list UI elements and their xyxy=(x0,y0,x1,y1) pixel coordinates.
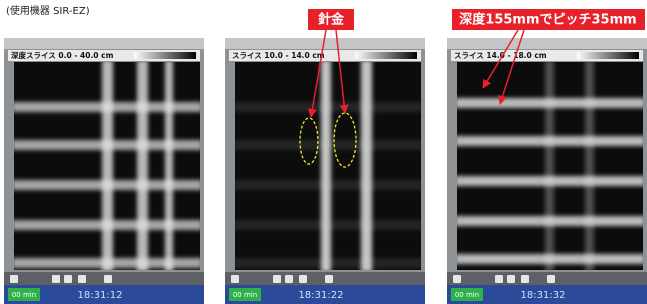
clock: 18:31:32 xyxy=(521,290,566,301)
clock: 18:31:12 xyxy=(78,290,123,301)
caption: (使用機器 SIR-EZ) xyxy=(6,4,90,17)
slice-label: スライス 10.0 - 14.0 cm xyxy=(232,51,325,60)
rebar-vertical xyxy=(585,60,594,272)
duration: 00 min xyxy=(12,291,36,299)
rebar-vertical xyxy=(321,60,331,272)
control-icon xyxy=(495,275,503,283)
status-bar xyxy=(4,38,204,49)
color-scale xyxy=(134,52,196,59)
rebar-vertical xyxy=(165,60,173,272)
status-bar xyxy=(447,38,647,49)
control-icon xyxy=(547,275,555,283)
control-icon xyxy=(507,275,515,283)
control-icon xyxy=(78,275,86,283)
control-icon xyxy=(521,275,529,283)
color-scale xyxy=(577,52,639,59)
slice-label: 深度スライス 0.0 - 40.0 cm xyxy=(11,50,114,60)
screenshot: (使用機器 SIR-EZ) 深度スライス 0.0 - 40.0 cm 00 min… xyxy=(0,0,647,304)
control-icon xyxy=(231,275,239,283)
rebar-vertical xyxy=(102,60,113,272)
panels: 深度スライス 0.0 - 40.0 cm 00 min 18:31:12 スライス 1… xyxy=(4,38,647,304)
control-icon xyxy=(104,275,112,283)
duration: 00 min xyxy=(455,291,479,299)
control-icon xyxy=(285,275,293,283)
control-icon xyxy=(299,275,307,283)
color-scale xyxy=(355,52,417,59)
rebar-vertical xyxy=(361,60,372,272)
device-screen: 深度スライス 0.0 - 40.0 cm 00 min 18:31:12 xyxy=(4,38,204,304)
control-icon xyxy=(325,275,333,283)
device-screen: スライス 10.0 - 14.0 cm 00 min 18:31:22 xyxy=(225,38,425,304)
control-icon xyxy=(453,275,461,283)
rebar-vertical xyxy=(137,60,148,272)
control-icon xyxy=(64,275,72,283)
pitch-label: 深度155mmでピッチ35mm xyxy=(459,12,636,28)
wire-label: 針金 xyxy=(318,12,345,28)
duration: 00 min xyxy=(233,291,257,299)
control-icon xyxy=(52,275,60,283)
control-icon xyxy=(273,275,281,283)
control-icon xyxy=(10,275,18,283)
clock: 18:31:22 xyxy=(299,290,344,301)
rebar-vertical xyxy=(545,60,554,272)
